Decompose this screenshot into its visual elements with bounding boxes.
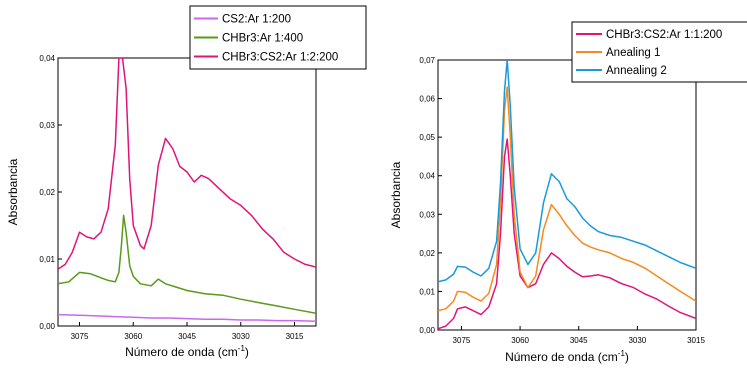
series-line (58, 58, 316, 269)
x-tick-label: 3030 (232, 332, 250, 341)
y-tick-label: 0,06 (419, 95, 435, 104)
y-tick-label: 0,07 (419, 56, 435, 65)
y-tick-label: 0,04 (419, 172, 435, 181)
x-axis-label: Número de onda (cm-1) (125, 344, 249, 359)
legend: CHBr3:CS2:Ar 1:1:200 Anealing 1 Annealing … (572, 22, 747, 82)
x-tick-label: 3015 (286, 332, 304, 341)
y-tick-label: 0,03 (419, 210, 435, 219)
y-tick-label: 0,02 (39, 188, 55, 197)
series-line (58, 315, 316, 322)
legend-entry: CS2:Ar 1:200 (222, 14, 291, 26)
plot-frame (58, 58, 316, 326)
y-tick-label: 0,03 (39, 121, 55, 130)
y-tick-label: 0,00 (419, 326, 435, 335)
x-tick-label: 3060 (511, 336, 529, 345)
chart-1: 0,00 0,01 0,02 0,03 0,04 3075 3060 3045 3030 3015… (6, 6, 366, 359)
legend: CS2:Ar 1:200 CHBr3:Ar 1:400 CHBr3:CS2:Ar 1… (190, 6, 366, 69)
legend-entry: CHBr3:CS2:Ar 1:1:200 (606, 29, 722, 41)
chart-2: 0,00 0,01 0,02 0,03 0,04 0,05 0,06 0,07 3075 3060… (389, 22, 747, 364)
x-tick-label: 3045 (570, 336, 588, 345)
x-axis-label: Número de onda (cm-1) (505, 349, 629, 364)
x-tick-label: 3045 (178, 332, 196, 341)
y-axis-label: Absorbancia (389, 161, 403, 228)
y-tick-label: 0,00 (39, 322, 55, 331)
y-tick-label: 0,05 (419, 133, 435, 142)
x-tick-label: 3015 (687, 336, 705, 345)
y-tick-label: 0,01 (39, 255, 55, 264)
y-tick-label: 0,01 (419, 287, 435, 296)
x-tick-label: 3075 (71, 332, 89, 341)
legend-entry: Annealing 2 (606, 65, 667, 77)
legend-entry: CHBr3:CS2:Ar 1:2:200 (222, 52, 338, 64)
x-tick-label: 3075 (453, 336, 471, 345)
y-axis-label: Absorbancia (6, 158, 20, 225)
series-line (438, 139, 696, 329)
x-tick-label: 3060 (124, 332, 142, 341)
legend-entry: Anealing 1 (606, 47, 660, 59)
series-line (438, 60, 696, 282)
y-tick-label: 0,04 (39, 54, 55, 63)
plot-frame (438, 60, 696, 330)
series-line (58, 215, 316, 313)
legend-entry: CHBr3:Ar 1:400 (222, 33, 303, 45)
x-tick-label: 3030 (628, 336, 646, 345)
y-tick-label: 0,02 (419, 249, 435, 258)
